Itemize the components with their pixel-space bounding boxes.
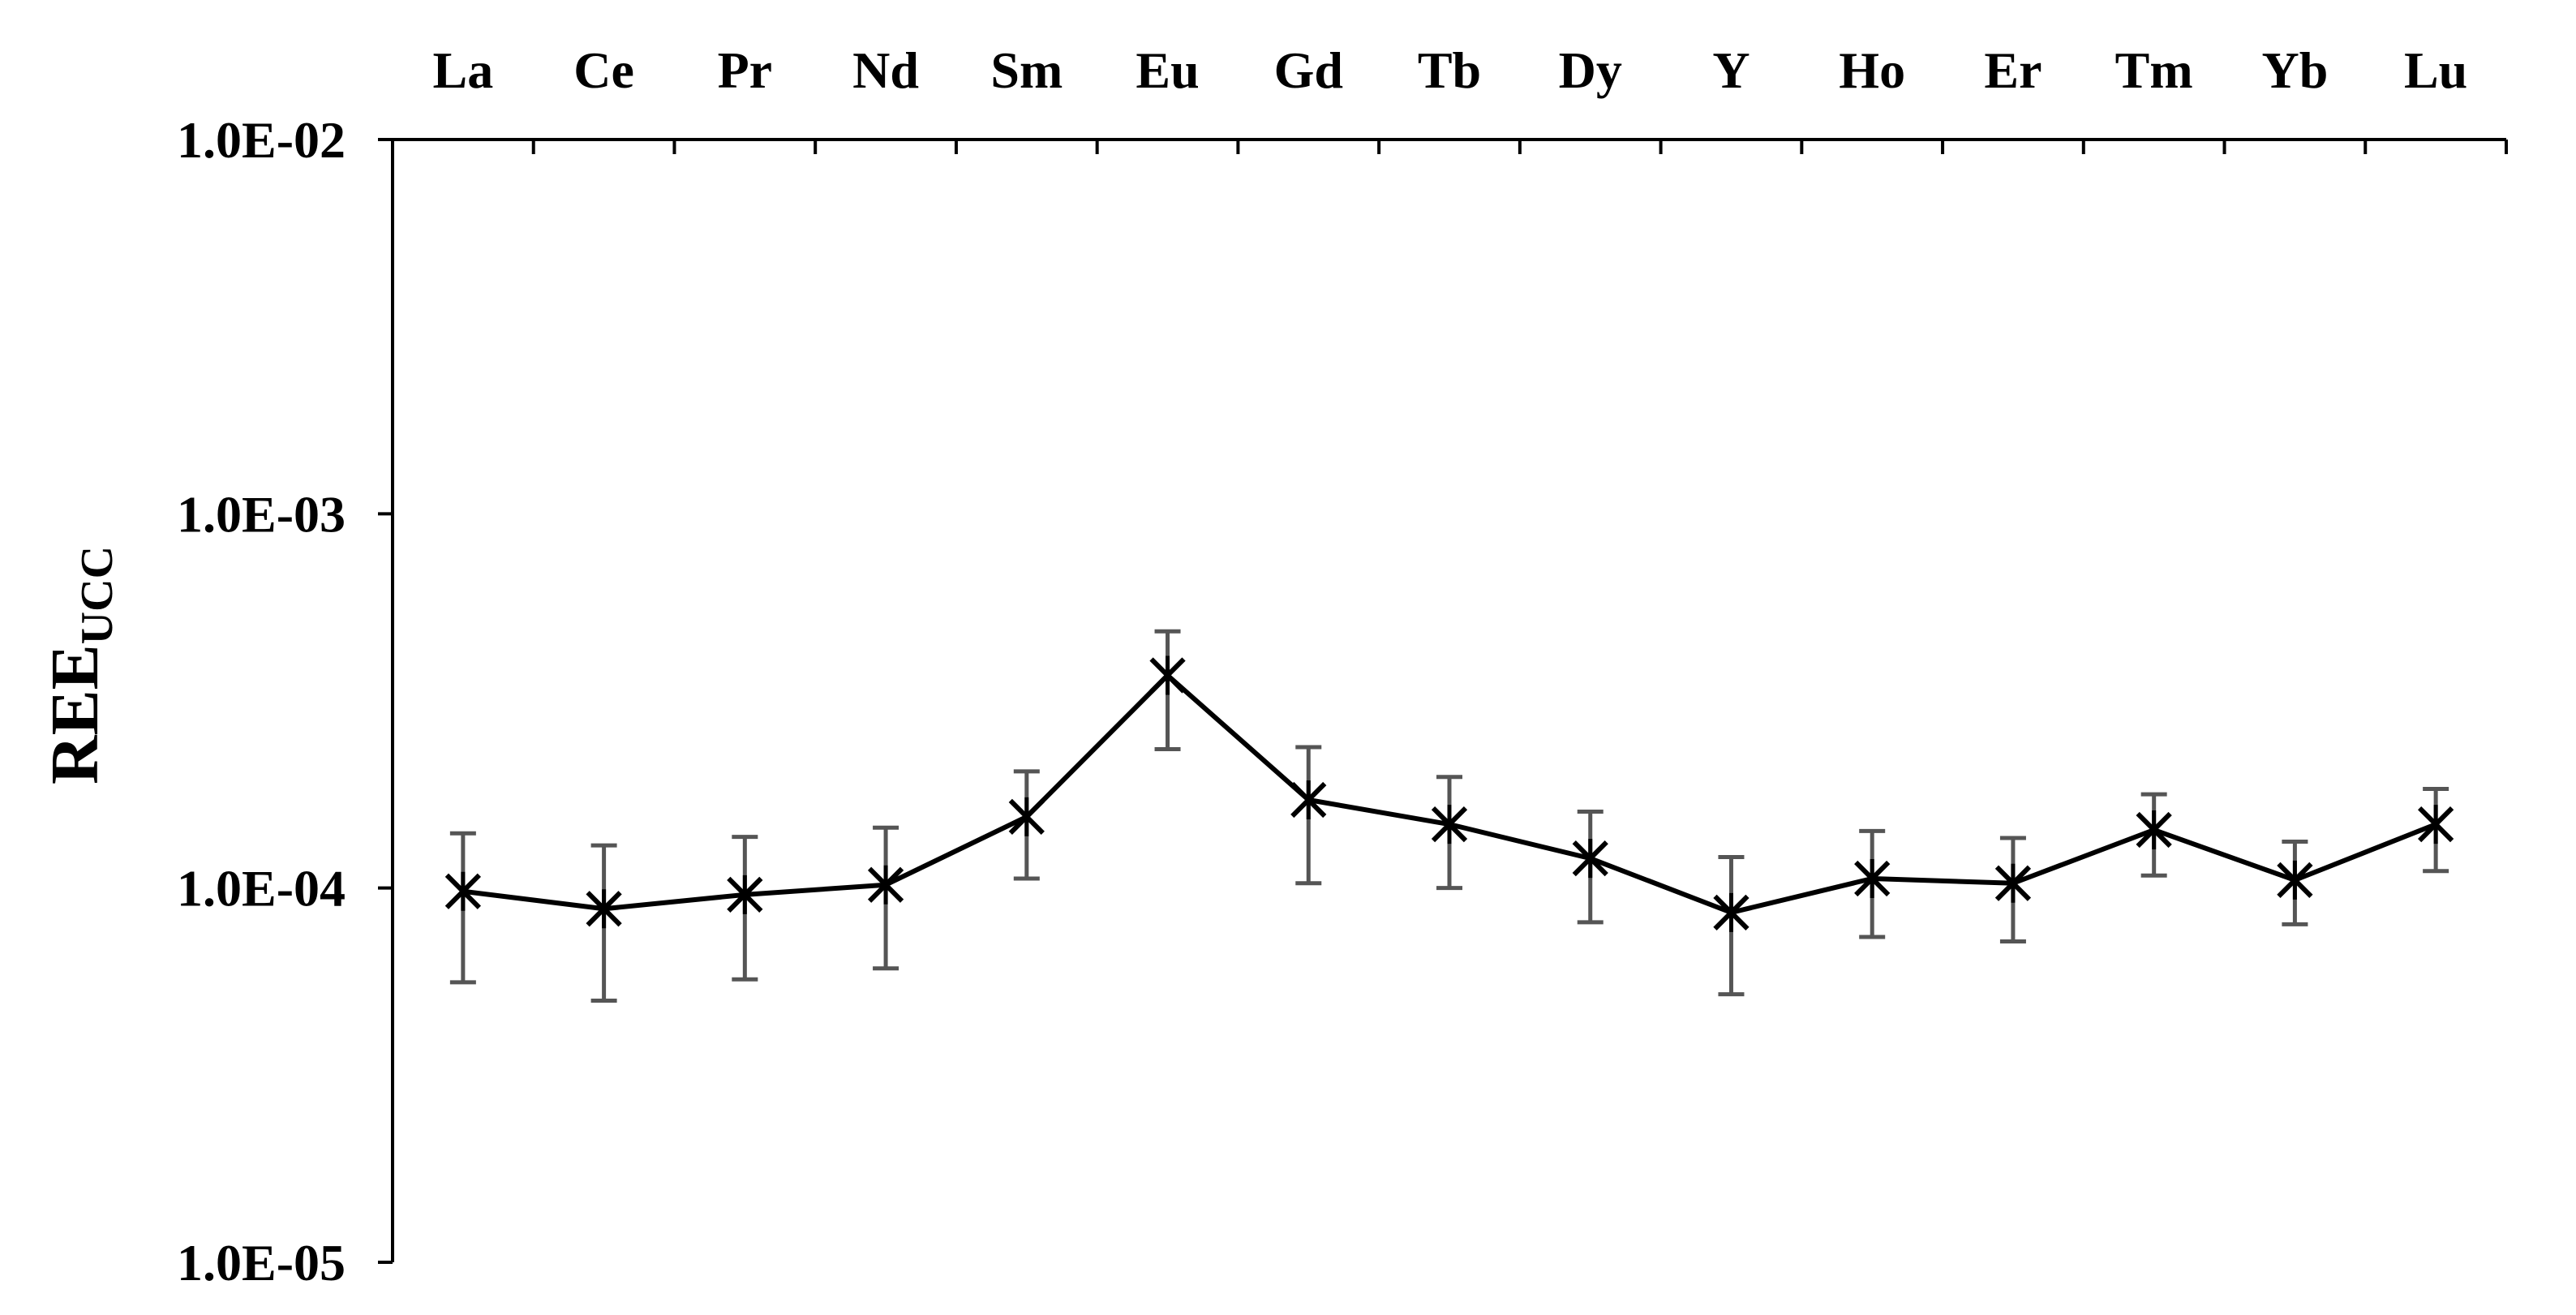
markers xyxy=(444,655,2454,932)
data-point xyxy=(1149,655,1186,695)
y-tick-labels: 1.0E-02 1.0E-03 1.0E-04 1.0E-05 xyxy=(177,111,346,1291)
data-point xyxy=(2277,860,2313,900)
category-label: Y xyxy=(1712,41,1750,99)
y-tick-label: 1.0E-04 xyxy=(177,860,346,917)
data-point xyxy=(1713,892,1750,932)
y-axis-title-subscript: UCC xyxy=(72,546,122,644)
category-labels: La Ce Pr Nd Sm Eu Gd Tb Dy Y Ho Er Tm Yb Lu xyxy=(433,41,2468,99)
y-axis-title-main: REE xyxy=(37,644,113,784)
category-label: Nd xyxy=(852,41,919,99)
data-point xyxy=(1431,805,1468,844)
category-label: Eu xyxy=(1136,41,1199,99)
data-point xyxy=(586,889,622,929)
category-label: Sm xyxy=(990,41,1063,99)
y-tick-label: 1.0E-05 xyxy=(177,1234,346,1291)
data-point xyxy=(867,865,904,905)
data-point xyxy=(1572,839,1608,879)
data-point xyxy=(2418,805,2454,844)
category-label: Tb xyxy=(1418,41,1481,99)
data-point xyxy=(2136,810,2172,850)
y-tick-label: 1.0E-02 xyxy=(177,111,346,169)
category-label: Ce xyxy=(573,41,634,99)
category-label: Dy xyxy=(1559,41,1622,99)
y-tick-label: 1.0E-03 xyxy=(177,485,346,543)
data-point xyxy=(444,871,481,911)
category-label: Tm xyxy=(2115,41,2193,99)
category-label: Pr xyxy=(718,41,773,99)
data-point xyxy=(1854,858,1891,898)
data-point xyxy=(1994,863,2032,903)
category-label: Er xyxy=(1984,41,2041,99)
category-label: Gd xyxy=(1274,41,1343,99)
data-point xyxy=(727,875,763,914)
category-label: Yb xyxy=(2261,41,2328,99)
category-label: La xyxy=(433,41,494,99)
data-point xyxy=(1290,780,1327,820)
axes xyxy=(378,138,2508,1264)
category-label: Lu xyxy=(2404,41,2467,99)
data-point xyxy=(1008,797,1045,836)
category-label: Ho xyxy=(1839,41,1905,99)
y-axis-title: REEUCC xyxy=(37,546,122,784)
